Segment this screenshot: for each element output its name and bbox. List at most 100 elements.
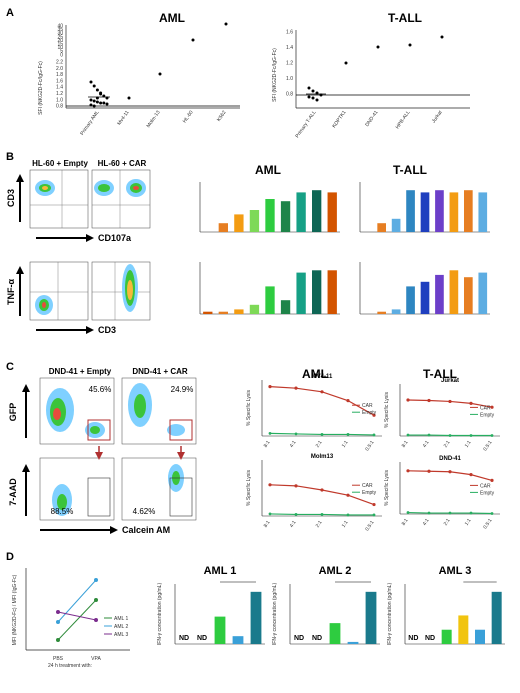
d-point-pbs bbox=[56, 620, 60, 624]
b-bar bbox=[218, 311, 228, 314]
tall-xlabel: HPB-ALL bbox=[395, 110, 412, 131]
lysis-xtick: 2:1 bbox=[315, 440, 324, 449]
lysis-car-point bbox=[427, 398, 431, 403]
aml-tick-low: 1.8 bbox=[56, 72, 63, 78]
lysis-xtick: 1:1 bbox=[341, 440, 350, 449]
lysis-car-point bbox=[469, 401, 473, 405]
panel-d-bar-charts: AML 1 IFN-γ concentration (pg/mL) ND ND AML … bbox=[157, 565, 505, 645]
panel-a-tall-title: T-ALL bbox=[388, 11, 422, 25]
aml-tick-high: 5 bbox=[60, 49, 63, 55]
aml-tick-low: 1.0 bbox=[56, 97, 63, 103]
aml-point-primary bbox=[89, 98, 93, 102]
b-bar bbox=[296, 192, 306, 232]
lysis-empty-point bbox=[268, 432, 272, 435]
d-bar-ylabel: IFN-γ concentration (pg/mL) bbox=[157, 583, 163, 646]
b-bar bbox=[406, 190, 415, 232]
aml-point-primary bbox=[92, 99, 96, 103]
aml-point-primary bbox=[89, 80, 93, 84]
d-bar bbox=[329, 623, 341, 644]
b-bar bbox=[449, 270, 459, 314]
b-bar bbox=[218, 223, 228, 232]
tall-point-dnd41 bbox=[376, 45, 380, 49]
lysis-empty-point bbox=[346, 513, 350, 517]
d-bar bbox=[214, 616, 226, 644]
tall-point-primary bbox=[315, 98, 319, 102]
aml-point-primary bbox=[102, 101, 106, 105]
aml-xlabel: Molm-13 bbox=[146, 110, 162, 130]
panel-c-gfp-axis: GFP bbox=[8, 403, 18, 422]
b-bar bbox=[377, 223, 386, 232]
panel-b-tnfa-axis: TNF-α bbox=[6, 279, 16, 305]
lysis-legend-car: CAR bbox=[362, 403, 373, 409]
d-bar-title: AML 1 bbox=[204, 565, 237, 577]
lysis-xtick: 1:1 bbox=[341, 520, 350, 529]
lysis-empty-point bbox=[346, 433, 350, 436]
tall-point-primary bbox=[307, 86, 311, 90]
d-bar-nd: ND bbox=[425, 635, 435, 642]
d-bar bbox=[491, 591, 502, 644]
aml-xlabel: Primary AML bbox=[79, 110, 100, 137]
aml-point-primary bbox=[92, 104, 96, 108]
lysis-empty-point bbox=[372, 513, 376, 517]
d-point-pbs bbox=[56, 610, 60, 614]
panel-b-cd107a-axis: CD107a bbox=[98, 233, 132, 243]
lysis-legend-empty: Empty bbox=[480, 490, 495, 496]
panel-c-flow-plots bbox=[39, 377, 197, 521]
lysis-xtick: 1:1 bbox=[464, 440, 473, 449]
b-bar bbox=[464, 277, 473, 314]
lysis-xtick: 0.5:1 bbox=[482, 440, 493, 453]
b-bar bbox=[391, 218, 401, 232]
lysis-ylabel: % Specific Lysis bbox=[246, 390, 252, 426]
d-bar bbox=[232, 636, 244, 644]
lysis-xtick: 4:1 bbox=[289, 520, 298, 529]
aml-point-primary bbox=[95, 100, 99, 104]
lysis-xtick: 8:1 bbox=[401, 518, 410, 527]
lysis-empty-point bbox=[469, 434, 473, 437]
lysis-car-point bbox=[320, 390, 324, 394]
lysis-empty-point bbox=[320, 433, 324, 436]
panel-b-flow-title-car: HL-60 + CAR bbox=[98, 159, 147, 168]
aml-tick-high: 15 bbox=[57, 42, 63, 48]
panel-c-pct-3: 88.5% bbox=[51, 507, 74, 516]
lysis-legend-empty: Empty bbox=[362, 490, 377, 496]
panel-b-letter: B bbox=[6, 151, 14, 163]
aml-tick-low: 1.6 bbox=[56, 78, 63, 84]
b-bar bbox=[420, 192, 430, 232]
lysis-car-point bbox=[294, 484, 298, 488]
lysis-empty-point bbox=[294, 432, 298, 436]
lysis-xtick: 4:1 bbox=[422, 518, 431, 527]
d-bar bbox=[458, 615, 469, 644]
aml-tick-high: 10 bbox=[57, 45, 63, 51]
d-bar bbox=[347, 641, 359, 644]
lysis-legend-car: CAR bbox=[362, 483, 373, 489]
aml-xlabel: HL-60 bbox=[182, 110, 195, 125]
lysis-xtick: 1:1 bbox=[464, 518, 473, 527]
lysis-xtick: 2:1 bbox=[443, 440, 452, 449]
lysis-xtick: 4:1 bbox=[422, 440, 431, 449]
tall-point-primary bbox=[311, 96, 315, 100]
d-bar-nd: ND bbox=[197, 635, 207, 642]
aml-point-primary bbox=[89, 103, 93, 107]
tall-tick: 1.4 bbox=[286, 45, 293, 51]
panel-d-xlabel-vpa: VPA bbox=[91, 656, 101, 662]
aml-tick-low: 0.8 bbox=[56, 104, 63, 110]
lysis-car-point bbox=[490, 405, 494, 409]
d-bar-nd: ND bbox=[312, 635, 322, 642]
d-bar-nd: ND bbox=[294, 635, 304, 642]
lysis-xtick: 2:1 bbox=[315, 520, 324, 529]
d-bar bbox=[441, 629, 452, 644]
aml-point-primary bbox=[99, 101, 103, 105]
lysis-car-point bbox=[268, 385, 272, 389]
b-bar bbox=[406, 286, 415, 314]
tall-tick: 0.8 bbox=[286, 92, 293, 98]
lysis-car-point bbox=[448, 399, 452, 404]
lysis-empty-point bbox=[294, 513, 298, 516]
lysis-car-point bbox=[448, 470, 452, 474]
d-line bbox=[57, 599, 97, 641]
b-bar bbox=[391, 309, 401, 314]
aml-point-primary bbox=[92, 84, 96, 88]
tall-point-hpball bbox=[408, 43, 412, 47]
b-bar bbox=[449, 192, 459, 232]
